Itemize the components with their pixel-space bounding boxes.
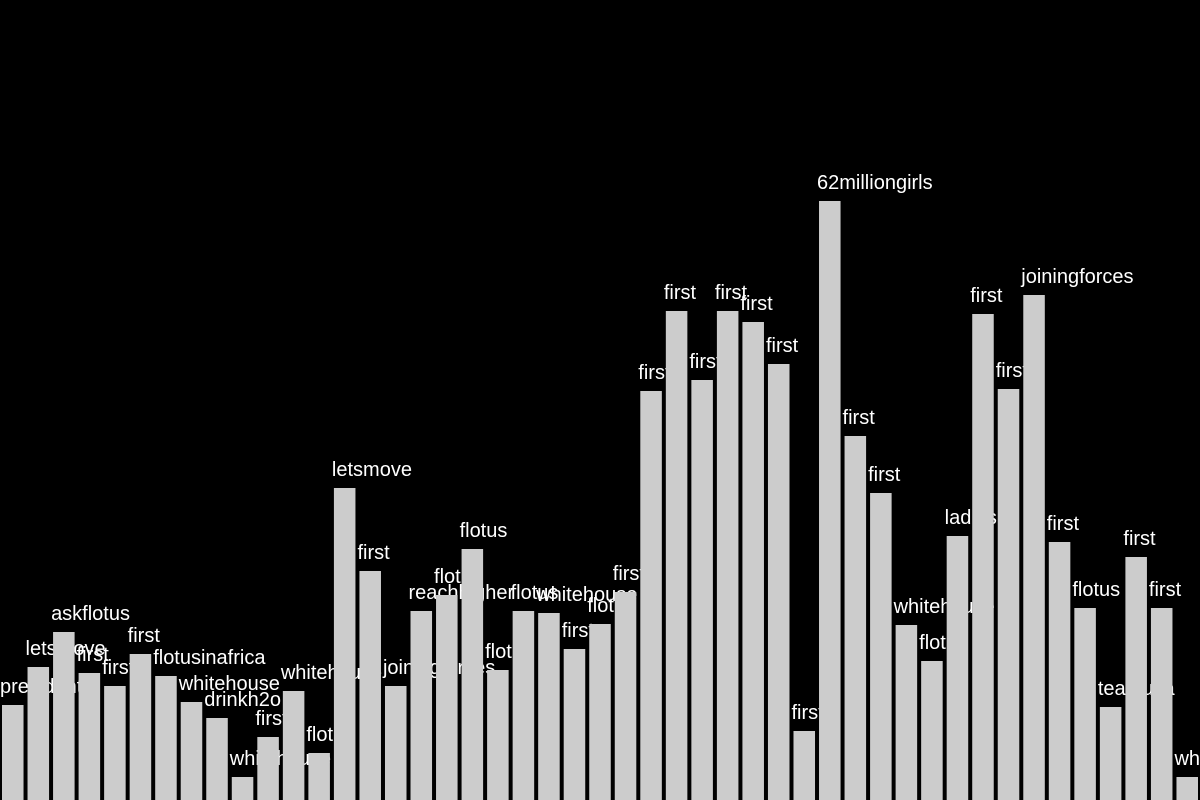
bar (665, 311, 688, 800)
bar (461, 549, 484, 800)
bar-label: first (664, 282, 697, 304)
bar-label: flotus (1072, 579, 1120, 601)
bar-label: first (970, 285, 1003, 307)
bar (2, 705, 24, 800)
bar (436, 595, 458, 800)
bar (589, 624, 611, 800)
bar-label: first (996, 360, 1029, 382)
bar (691, 380, 713, 800)
bar-label: letsmove (332, 459, 412, 481)
bar (257, 737, 279, 800)
bar (844, 436, 867, 800)
bar-label: 62milliongirls (817, 172, 933, 194)
bar (180, 702, 203, 800)
bar-label: flotus (511, 582, 559, 604)
bar-label: flotus (460, 520, 508, 542)
bar-label: first (613, 563, 646, 585)
bar-label: whitehouse (178, 673, 280, 695)
bar (1023, 295, 1045, 800)
bar-label: first (1149, 579, 1182, 601)
bar (104, 686, 126, 800)
bar-label: joiningforces (1020, 266, 1133, 288)
bar (231, 777, 254, 800)
bar (563, 649, 586, 800)
bar-label: first (638, 362, 671, 384)
bar-label: first (766, 335, 799, 357)
bar (206, 718, 228, 800)
bar-label: first (740, 293, 773, 315)
bar (614, 592, 637, 800)
bar (78, 673, 101, 800)
bar-label: flotusinafrica (153, 647, 266, 669)
bar (333, 488, 356, 800)
bar-label: first (1123, 528, 1156, 550)
bar (27, 667, 50, 800)
bar (282, 691, 305, 800)
bar-label: askflotus (51, 603, 130, 625)
bar (53, 632, 75, 800)
bar (972, 314, 994, 800)
bar (1048, 542, 1071, 800)
bar-label: first (255, 708, 288, 730)
bar (640, 391, 662, 800)
bar (1074, 608, 1096, 800)
bar (359, 571, 381, 800)
bar-label: first (689, 351, 722, 373)
bar (742, 322, 764, 800)
bar-label: first (715, 282, 748, 304)
bar-label: whitehouse (535, 584, 637, 606)
bar-label: whitehouse (893, 596, 995, 618)
bar (921, 661, 943, 800)
bar-label: first (868, 464, 901, 486)
bar (487, 670, 509, 800)
bar (512, 611, 535, 800)
bar (767, 364, 790, 800)
bar (793, 731, 816, 800)
bar (1176, 777, 1198, 800)
bar-label: first (843, 407, 876, 429)
bar-label: first (562, 620, 595, 642)
bar (819, 201, 841, 800)
bar-label: first (791, 702, 824, 724)
bar (1099, 707, 1122, 800)
bar-label: first (128, 625, 161, 647)
bar (155, 676, 177, 800)
bar (895, 625, 918, 800)
bar (870, 493, 892, 800)
bar (129, 654, 152, 800)
bar (384, 686, 407, 800)
bar (1150, 608, 1173, 800)
bar-label: whitehouse (1173, 748, 1200, 770)
bar-label: first (357, 542, 390, 564)
bar-label: whitehouse (229, 748, 331, 770)
bar-label: first (1047, 513, 1080, 535)
bar-label: first (102, 657, 135, 679)
bar-label: first (77, 644, 110, 666)
bar (997, 389, 1020, 800)
bar (538, 613, 560, 800)
bar-label: reachhigher (409, 582, 515, 604)
bar (1125, 557, 1147, 800)
bar (946, 536, 969, 800)
bar-label: drinkh2o (204, 689, 281, 711)
bar (410, 611, 433, 800)
bar-label: whitehouse (280, 662, 382, 684)
bar (308, 753, 330, 800)
bar (716, 311, 739, 800)
